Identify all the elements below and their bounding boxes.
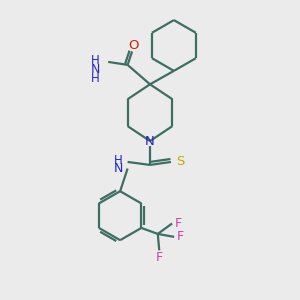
Text: H: H (91, 72, 100, 85)
Text: O: O (128, 39, 139, 52)
Text: H: H (91, 54, 100, 67)
Text: N: N (145, 134, 155, 148)
Text: H: H (114, 154, 122, 167)
Text: F: F (177, 230, 184, 243)
Text: N: N (91, 63, 100, 76)
Text: F: F (175, 217, 182, 230)
Text: N: N (113, 162, 123, 175)
Text: F: F (156, 251, 163, 264)
Text: S: S (176, 155, 184, 168)
